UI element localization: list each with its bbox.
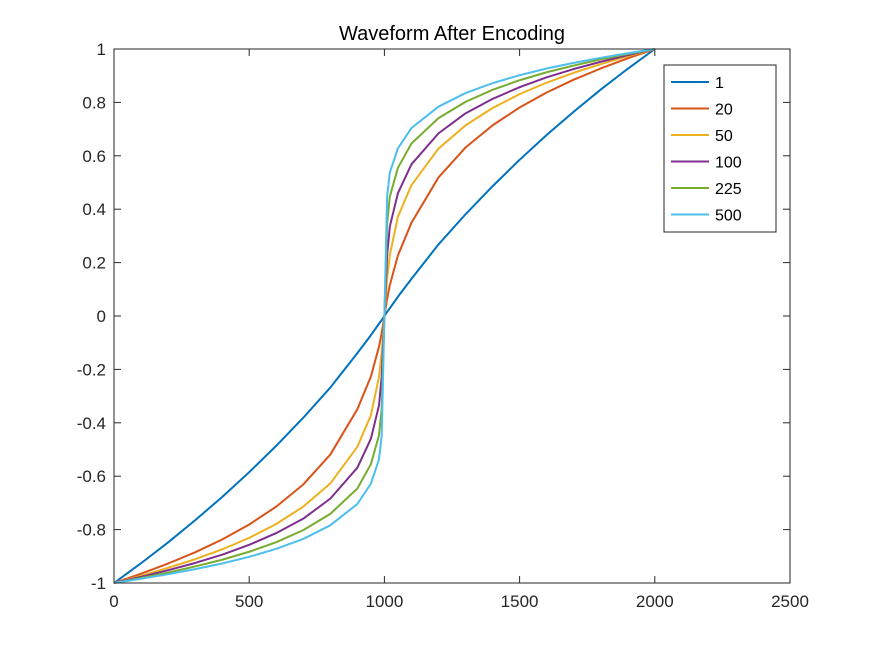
y-tick-label: 0.6 <box>82 147 106 166</box>
axes-layer: 0 500 1000 1500 2000 2500-1-0.8-0.6-0.4-0.200… <box>77 40 809 611</box>
y-tick-label: 0 <box>97 307 106 326</box>
y-tick-label: 0.2 <box>82 254 106 273</box>
y-tick-label: -0.4 <box>77 414 106 433</box>
x-tick-label: 2000 <box>636 592 674 611</box>
y-tick-label: 0.8 <box>82 93 106 112</box>
y-tick-label: -0.8 <box>77 521 106 540</box>
x-tick-label: 1500 <box>501 592 539 611</box>
legend-label-1: 1 <box>715 75 724 92</box>
x-tick-label: 500 <box>235 592 263 611</box>
legend-label-20: 20 <box>715 102 733 119</box>
y-tick-label: -0.2 <box>77 360 106 379</box>
x-tick-label: 2500 <box>771 592 809 611</box>
legend: 1 20 50 100 225 500 <box>663 64 777 233</box>
legend-box <box>663 64 777 233</box>
series-line-500 <box>113 48 655 584</box>
y-tick-label: 1 <box>97 40 106 59</box>
chart-title: Waveform After Encoding <box>339 23 565 45</box>
x-tick-label: 0 <box>109 592 118 611</box>
legend-label-100: 100 <box>715 155 742 172</box>
y-tick-label: 0.4 <box>82 200 106 219</box>
legend-label-225: 225 <box>715 181 742 198</box>
y-tick-label: -1 <box>91 574 106 593</box>
x-tick-label: 1000 <box>365 592 403 611</box>
series-layer <box>113 48 656 584</box>
legend-label-50: 50 <box>715 128 733 145</box>
legend-label-500: 500 <box>715 208 742 225</box>
y-tick-label: -0.6 <box>77 467 106 486</box>
